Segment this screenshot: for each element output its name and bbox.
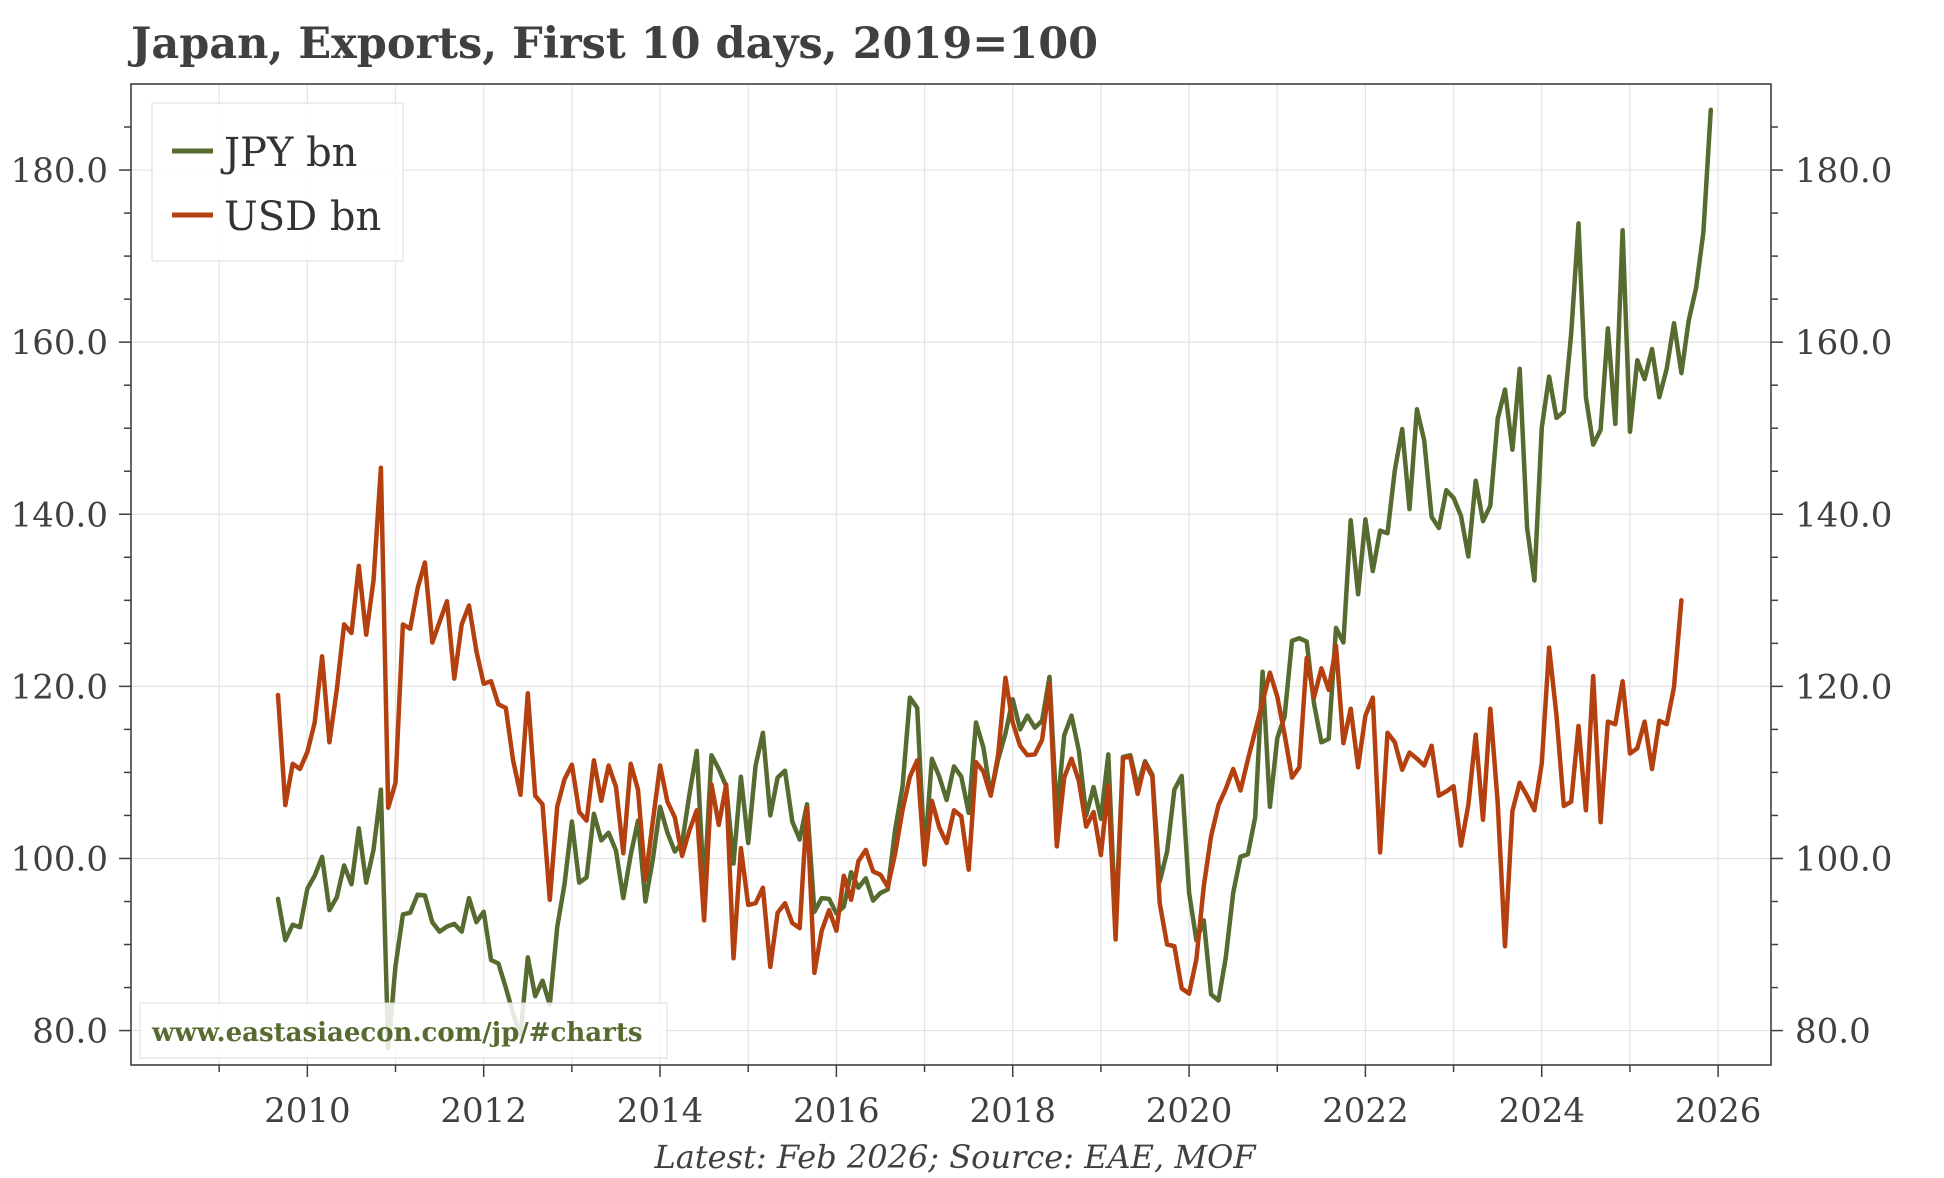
y-tick-label-right: 120.0 [1795,667,1892,707]
x-tick-label: 2018 [969,1091,1056,1131]
x-tick-label: 2024 [1498,1091,1585,1131]
x-tick-label: 2014 [617,1091,704,1131]
x-tick-label: 2012 [440,1091,527,1131]
axis-ticks [119,126,1783,1077]
watermark-text: www.eastasiaecon.com/jp/#charts [151,1018,642,1048]
legend: JPY bn USD bn [151,102,404,262]
y-tick-label-right: 80.0 [1795,1012,1871,1052]
x-tick-label: 2016 [793,1091,880,1131]
series-line-usd [275,465,1684,996]
x-axis-labels: 2010 2012 2014 2016 2018 2020 2022 2024 2026 [264,1091,1761,1131]
x-tick-label: 2022 [1322,1091,1409,1131]
y-tick-label-right: 140.0 [1795,495,1892,535]
y-tick-label-right: 100.0 [1795,839,1892,879]
series-line-jpy [275,107,1714,1051]
y-axis-labels-right: 80.0 100.0 120.0 140.0 160.0 180.0 [1795,151,1892,1052]
series-lines [275,107,1714,1051]
y-tick-label-left: 120.0 [11,667,108,707]
y-tick-label-left: 80.0 [32,1012,108,1052]
source-footnote: Latest: Feb 2026; Source: EAE, MOF [653,1138,1257,1176]
y-tick-label-left: 140.0 [11,495,108,535]
gridlines [131,84,1771,1065]
y-tick-label-right: 180.0 [1795,151,1892,191]
legend-box [151,102,404,262]
chart-title: Japan, Exports, First 10 days, 2019=100 [127,19,1098,69]
plot-frame [130,83,1772,1066]
y-tick-label-right: 160.0 [1795,323,1892,363]
legend-label-jpy: JPY bn [220,130,357,176]
watermark-box [139,1002,668,1059]
y-tick-label-left: 160.0 [11,323,108,363]
y-tick-label-left: 180.0 [11,151,108,191]
x-tick-label: 2010 [264,1091,351,1131]
x-tick-label: 2020 [1146,1091,1233,1131]
y-axis-labels-left: 80.0 100.0 120.0 140.0 160.0 180.0 [11,151,108,1052]
watermark: www.eastasiaecon.com/jp/#charts [139,1002,668,1059]
y-tick-label-left: 100.0 [11,839,108,879]
x-tick-label: 2026 [1675,1091,1762,1131]
legend-label-usd: USD bn [224,194,381,240]
